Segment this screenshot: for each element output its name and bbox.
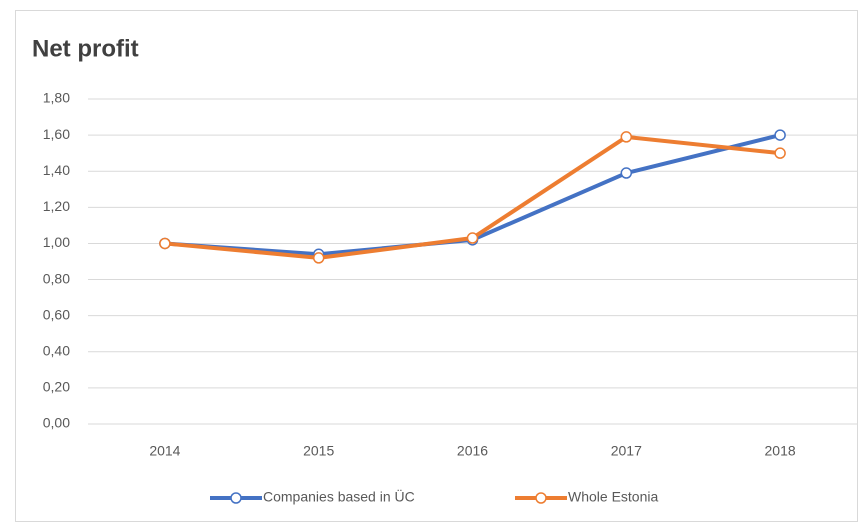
y-tick-label: 1,00: [43, 234, 70, 250]
data-point: [620, 167, 633, 179]
data-point: [774, 147, 786, 159]
x-tick-label: 2017: [611, 443, 642, 459]
x-tick-label: 2016: [457, 443, 488, 459]
data-point: [774, 129, 786, 141]
legend-label: Whole Estonia: [568, 489, 658, 505]
data-point: [466, 232, 479, 244]
y-tick-label: 0,20: [43, 379, 70, 395]
y-tick-label: 0,40: [43, 342, 70, 358]
chart-border: [15, 10, 858, 522]
legend-label: Companies based in ÜC: [263, 488, 415, 505]
data-point: [620, 131, 633, 143]
y-tick-label: 0,00: [43, 415, 70, 431]
x-tick-label: 2015: [303, 443, 334, 459]
chart-title: Net profit: [32, 35, 139, 62]
y-tick-label: 1,40: [43, 162, 70, 178]
y-tick-label: 1,80: [43, 90, 70, 106]
y-tick-label: 0,60: [43, 306, 70, 322]
data-point: [159, 237, 171, 250]
legend-marker: [230, 492, 242, 504]
x-tick-label: 2018: [765, 443, 796, 459]
y-tick-label: 1,20: [43, 198, 70, 214]
legend-marker: [535, 492, 547, 504]
x-tick-label: 2014: [149, 443, 180, 459]
data-point: [312, 252, 325, 264]
y-tick-label: 1,60: [43, 126, 70, 142]
y-tick-label: 0,80: [43, 270, 70, 286]
